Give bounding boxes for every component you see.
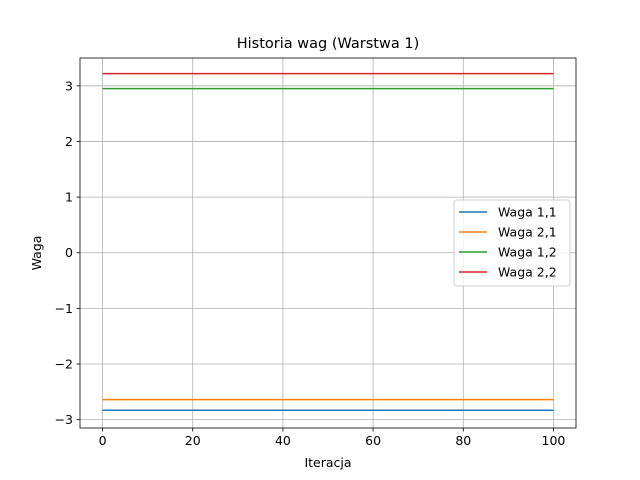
series-lines (102, 72, 554, 411)
x-axis-label: Iteracja (304, 455, 351, 470)
legend-label: Waga 1,1 (498, 205, 557, 220)
x-tick-label: 60 (365, 433, 381, 448)
legend-box (453, 199, 571, 287)
x-tick-label: 0 (99, 433, 107, 448)
x-tick-label: 100 (542, 433, 566, 448)
y-axis-label: Waga (29, 236, 44, 271)
y-tick-label: −2 (55, 357, 73, 372)
y-tick-label: 0 (65, 245, 73, 260)
plot-frame (79, 57, 577, 429)
y-tick-label: 1 (65, 190, 73, 205)
y-tick-label: 3 (65, 78, 73, 93)
y-tick-label: −1 (55, 301, 73, 316)
y-tick-label: −3 (55, 412, 73, 427)
legend: Waga 1,1 Waga 2,1 Waga 1,2 Waga 2,2 (453, 199, 571, 287)
chart-title: Historia wag (Warstwa 1) (237, 36, 419, 52)
axis-ticks: 0 20 40 60 80 100 −3 −2 −1 0 1 2 3 (55, 78, 566, 448)
legend-label: Waga 1,2 (498, 245, 557, 260)
x-tick-label: 20 (185, 433, 201, 448)
legend-label: Waga 2,2 (498, 265, 557, 280)
x-tick-label: 80 (455, 433, 471, 448)
y-tick-label: 2 (65, 134, 73, 149)
x-tick-label: 40 (275, 433, 291, 448)
legend-label: Waga 2,1 (498, 225, 557, 240)
